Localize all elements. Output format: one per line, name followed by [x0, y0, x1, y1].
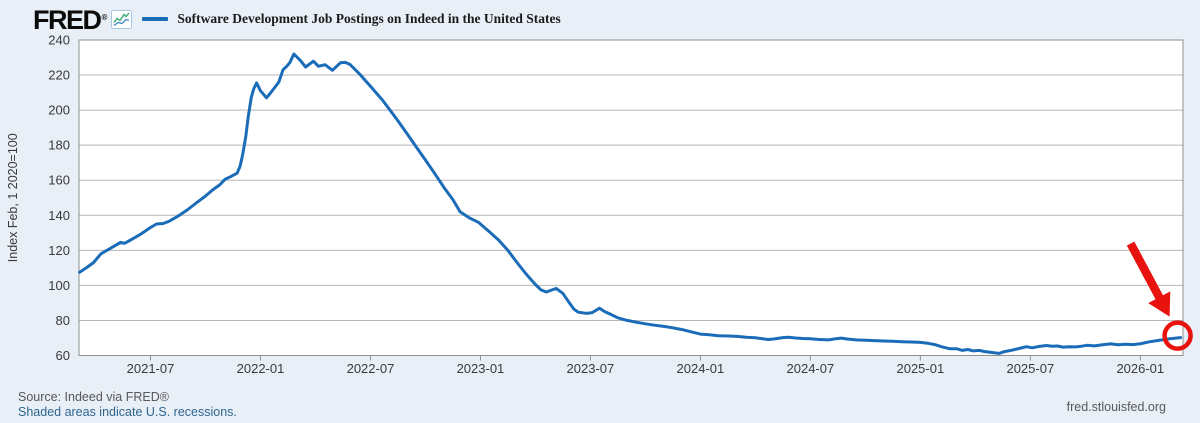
fred-logo[interactable]: FRED ® [33, 5, 108, 35]
x-tick-label: 2025-01 [896, 361, 944, 376]
x-tick-label: 2024-07 [787, 361, 835, 376]
plot-border [78, 39, 1184, 356]
legend-line-swatch [142, 17, 169, 21]
y-tick-label: 220 [48, 68, 70, 83]
fred-logo-chart-icon [111, 9, 133, 29]
x-tick-label: 2026-01 [1116, 361, 1164, 376]
y-tick-label: 120 [48, 243, 70, 258]
y-tick-label: 80 [56, 313, 70, 328]
y-tick-label: 60 [56, 348, 70, 363]
x-tick-label: 2025-07 [1006, 361, 1054, 376]
annotation-arrow-shaft [1126, 241, 1166, 305]
fred-logo-text: FRED [33, 5, 102, 35]
plot-area [79, 40, 1183, 356]
x-tick-label: 2023-07 [567, 361, 615, 376]
y-tick-label: 160 [48, 173, 70, 188]
x-tick-label: 2022-07 [347, 361, 395, 376]
series-title: Software Development Job Postings on Ind… [177, 11, 561, 26]
registered-mark: ® [101, 13, 108, 22]
y-tick-label: 200 [48, 103, 70, 118]
y-tick-label: 240 [48, 33, 70, 48]
recessions-link[interactable]: Shaded areas indicate U.S. recessions. [18, 405, 237, 419]
series-line [78, 52, 1183, 355]
x-tick-label: 2021-07 [127, 361, 175, 376]
source-note: Source: Indeed via FRED® [18, 390, 169, 404]
annotation-arrow-head [1148, 291, 1171, 317]
y-axis-title: Index Feb, 1 2020=100 [6, 133, 20, 262]
chart-header: FRED ® Software Development Job Postings … [33, 5, 561, 35]
y-tick-label: 140 [48, 208, 70, 223]
fred-url: fred.stlouisfed.org [1066, 400, 1166, 414]
y-tick-label: 180 [48, 138, 70, 153]
annotation-circle [1162, 320, 1193, 351]
y-tick-label: 100 [48, 278, 70, 293]
x-tick-label: 2022-01 [237, 361, 285, 376]
x-tick-label: 2023-01 [457, 361, 505, 376]
x-tick-label: 2024-01 [677, 361, 725, 376]
